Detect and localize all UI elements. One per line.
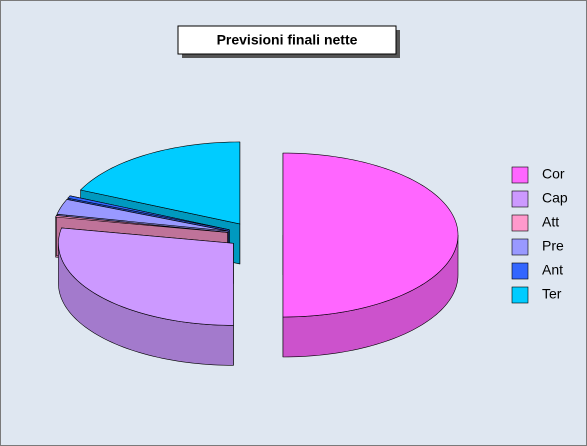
- title-box: [177, 25, 397, 55]
- chart-title: Previsioni finali nette: [217, 32, 358, 48]
- legend-label: Pre: [542, 238, 564, 254]
- legend-swatch: [511, 262, 529, 280]
- legend-swatch: [511, 214, 529, 232]
- legend-swatch: [511, 286, 529, 304]
- legend-swatch: [511, 166, 529, 184]
- legend-label: Ant: [542, 262, 563, 278]
- legend-swatch: [511, 238, 529, 256]
- legend-label: Cap: [542, 190, 568, 206]
- legend-swatch: [511, 190, 529, 208]
- legend-label: Att: [542, 214, 559, 230]
- slice: [55, 215, 228, 233]
- slice: [56, 199, 229, 232]
- pie: [55, 141, 459, 366]
- legend: Cor Cap Att Pre Ant Ter: [511, 166, 568, 304]
- slice: [58, 227, 234, 326]
- legend-label: Ter: [542, 286, 562, 302]
- slice: [67, 195, 230, 231]
- slice: [282, 152, 459, 318]
- legend-label: Cor: [542, 166, 565, 182]
- slice: [79, 141, 241, 225]
